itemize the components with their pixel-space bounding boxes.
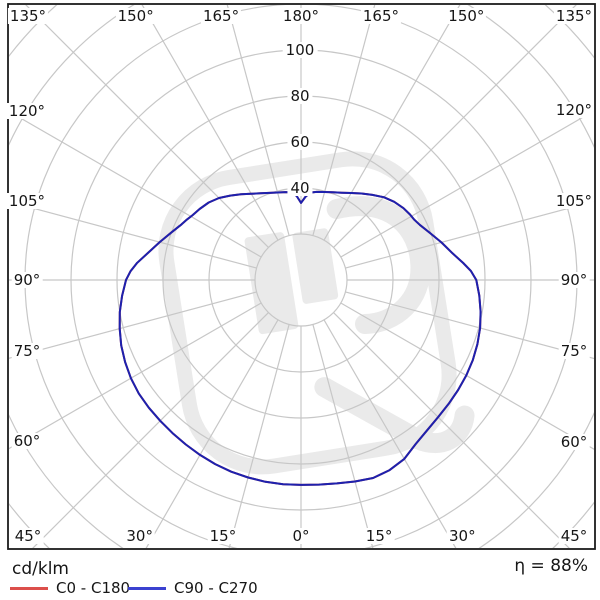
legend: cd/klm C0 - C180 C90 - C270 η = 88% (0, 550, 600, 600)
angle-tick-label-165-left: 165° (200, 7, 242, 25)
angle-tick-label-150-left: 150° (115, 7, 156, 25)
legend-entry-c90-c270: C90 - C270 (128, 579, 258, 597)
intensity-curve-c90-c270 (118, 190, 482, 486)
radial-tick-label-80: 80 (287, 88, 313, 104)
angle-tick-label-90-right: 90° (558, 271, 590, 289)
watermark-logo (158, 151, 475, 475)
angle-tick-label-45-right: 45° (558, 527, 590, 545)
angle-tick-label-180: 180° (280, 7, 322, 25)
angle-tick-label-105-right: 105° (553, 192, 595, 211)
angle-tick-label-120-right: 120° (553, 101, 595, 120)
angle-tick-label-165-right: 165° (360, 7, 402, 25)
angle-tick-label-45-left: 45° (12, 527, 44, 545)
angle-tick-label-135-right: 135° (553, 7, 595, 25)
angle-tick-label-90-left: 90° (11, 271, 43, 289)
efficiency-value: η = 88% (514, 556, 588, 576)
angle-tick-label-30-right: 30° (447, 527, 478, 545)
plot-border (7, 3, 596, 550)
unit-label: cd/klm (12, 559, 69, 579)
angle-tick-label-120-left: 120° (6, 101, 48, 120)
angle-tick-label-60-left: 60° (11, 432, 43, 451)
angle-tick-label-75-right: 75° (558, 341, 590, 360)
angle-tick-label-60-right: 60° (558, 432, 590, 451)
angle-tick-label-150-right: 150° (446, 7, 487, 25)
radial-tick-label-40: 40 (287, 180, 313, 196)
legend-entry-c0-c180: C0 - C180 (10, 579, 131, 597)
angle-tick-label-30-left: 30° (124, 527, 155, 545)
radial-tick-label-100: 100 (282, 42, 318, 58)
angle-tick-label-135-left: 135° (7, 7, 49, 25)
legend-label-c90-c270: C90 - C270 (174, 579, 258, 597)
angle-tick-label-15-right: 15° (363, 527, 395, 545)
angle-tick-label-15-left: 15° (207, 527, 239, 545)
legend-label-c0-c180: C0 - C180 (56, 579, 131, 597)
legend-line-red (10, 586, 48, 590)
angle-tick-label-0: 0° (290, 527, 312, 545)
radial-tick-label-60: 60 (287, 134, 313, 150)
angle-tick-label-105-left: 105° (6, 192, 48, 211)
angle-tick-label-75-left: 75° (11, 341, 43, 360)
legend-line-blue (128, 586, 166, 590)
